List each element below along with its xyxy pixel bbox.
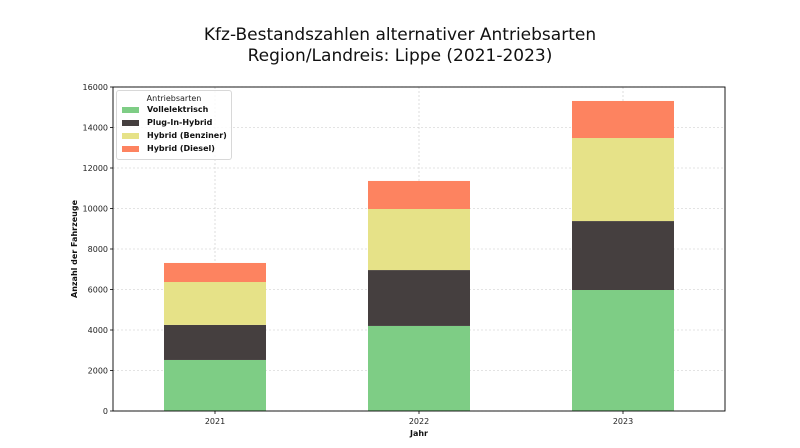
legend: Antriebsarten Vollelektrisch Plug-In-Hyb… bbox=[116, 90, 232, 160]
y-tick-label: 8000 bbox=[88, 245, 108, 254]
y-tick-label: 16000 bbox=[83, 83, 108, 92]
bar-2021-plug-in-hybrid bbox=[164, 324, 266, 360]
y-tick-label: 6000 bbox=[88, 286, 108, 295]
legend-title: Antriebsarten bbox=[146, 94, 202, 103]
legend-item-hybrid-benziner: Hybrid (Benziner) bbox=[117, 129, 231, 142]
bar-2021-hybrid-diesel bbox=[164, 262, 266, 283]
bar-2023-vollelektrisch bbox=[572, 290, 674, 411]
y-tick-label: 2000 bbox=[88, 367, 108, 376]
y-tick-label: 4000 bbox=[88, 326, 108, 335]
legend-swatch bbox=[122, 119, 139, 126]
y-axis-label: Anzahl der Fahrzeuge bbox=[70, 199, 79, 298]
legend-item-hybrid-diesel: Hybrid (Diesel) bbox=[117, 142, 231, 155]
bar-2022-hybrid-benziner bbox=[368, 209, 470, 271]
legend-item-plug-in-hybrid: Plug-In-Hybrid bbox=[117, 116, 231, 129]
bar-2023-plug-in-hybrid bbox=[572, 221, 674, 291]
bar-2022-hybrid-diesel bbox=[368, 180, 470, 210]
y-tick-label: 0 bbox=[103, 407, 108, 416]
plot-frame bbox=[112, 86, 726, 412]
chart-subtitle: Region/Landreis: Lippe (2021-2023) bbox=[247, 46, 553, 66]
x-tick-label: 2021 bbox=[205, 417, 225, 426]
y-tick-label: 10000 bbox=[83, 205, 108, 214]
bar-2022-vollelektrisch bbox=[368, 325, 470, 411]
chart-title: Kfz-Bestandszahlen alternativer Antriebs… bbox=[203, 25, 597, 45]
legend-item-vollelektrisch: Vollelektrisch bbox=[117, 103, 231, 116]
legend-swatch bbox=[122, 106, 139, 113]
bars bbox=[164, 100, 674, 411]
x-axis-label: Jahr bbox=[409, 429, 428, 438]
y-tick-label: 12000 bbox=[83, 164, 108, 173]
axes: 0 2000 4000 6000 8000 10000 12000 14000 16000 202… bbox=[83, 83, 726, 426]
bar-2023-hybrid-diesel bbox=[572, 100, 674, 139]
legend-swatch bbox=[122, 145, 139, 152]
bar-2021-hybrid-benziner bbox=[164, 282, 266, 325]
bar-2021-vollelektrisch bbox=[164, 359, 266, 411]
bar-2022-plug-in-hybrid bbox=[368, 270, 470, 326]
x-tick-label: 2022 bbox=[409, 417, 429, 426]
bar-2023-hybrid-benziner bbox=[572, 138, 674, 222]
x-tick-label: 2023 bbox=[613, 417, 633, 426]
y-tick-label: 14000 bbox=[83, 124, 108, 133]
legend-swatch bbox=[122, 132, 139, 139]
